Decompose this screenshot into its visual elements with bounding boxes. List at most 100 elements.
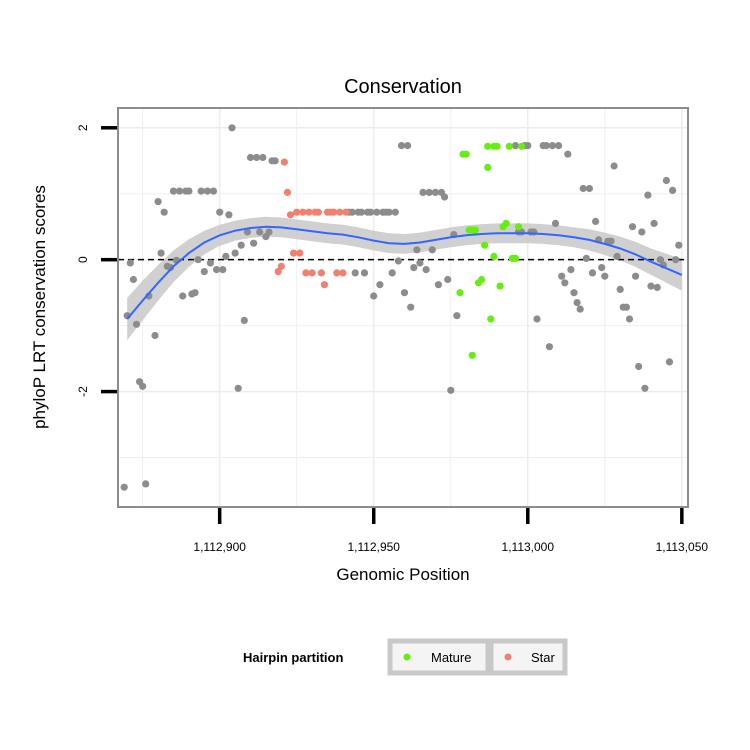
plot-panel-border — [117, 107, 689, 508]
data-point-other — [410, 264, 418, 272]
data-point-other — [126, 259, 134, 267]
data-point-other — [228, 124, 236, 132]
data-point-other — [582, 254, 590, 262]
data-point-star — [305, 208, 313, 216]
data-point-other — [669, 186, 677, 194]
legend-label-mature: Mature — [431, 650, 471, 665]
data-point-other — [650, 219, 658, 227]
data-point-other — [271, 157, 279, 165]
data-point-other — [675, 241, 683, 249]
data-point-other — [385, 208, 393, 216]
data-point-mature — [462, 150, 470, 158]
data-point-other — [425, 188, 433, 196]
data-point-other — [185, 187, 193, 195]
data-point-mature — [484, 142, 492, 150]
data-point-other — [367, 208, 375, 216]
data-point-star — [277, 262, 285, 270]
data-point-other — [166, 264, 174, 272]
data-point-other — [419, 188, 427, 196]
data-point-other — [434, 281, 442, 289]
data-point-other — [632, 272, 640, 280]
data-point-other — [564, 150, 572, 158]
data-point-other — [234, 384, 242, 392]
data-point-other — [588, 269, 597, 277]
data-point-mature — [487, 315, 495, 323]
data-point-other — [142, 480, 150, 488]
x-tick-label: 1,113,050 — [656, 540, 709, 554]
data-point-other — [404, 142, 412, 150]
data-point-mature — [456, 289, 464, 297]
data-point-other — [533, 315, 541, 323]
data-point-star — [330, 208, 338, 216]
data-point-other — [561, 279, 569, 287]
chart-title: Conservation — [344, 76, 462, 98]
data-point-mature — [505, 142, 513, 150]
data-point-star — [302, 269, 310, 277]
data-point-other — [672, 256, 680, 264]
data-point-other — [250, 239, 258, 247]
data-point-star — [280, 158, 288, 166]
data-point-other — [567, 266, 575, 274]
data-point-other — [388, 269, 396, 277]
data-point-other — [585, 184, 594, 193]
data-point-other — [610, 162, 618, 170]
data-point-other — [511, 142, 520, 150]
data-point-other — [157, 249, 165, 257]
data-point-other — [441, 193, 449, 201]
data-point-other — [551, 219, 560, 227]
data-point-other — [160, 208, 168, 216]
data-point-other — [200, 268, 208, 276]
data-point-other — [428, 246, 436, 254]
y-tick-label: 0 — [76, 256, 90, 263]
data-point-star — [290, 249, 298, 257]
data-point-other — [120, 483, 128, 491]
data-point-other — [237, 241, 245, 249]
points-layer — [120, 124, 683, 491]
data-point-other — [129, 275, 137, 284]
data-point-other — [422, 266, 430, 274]
data-point-star — [299, 208, 307, 216]
data-point-other — [413, 246, 421, 254]
data-point-star — [314, 208, 322, 216]
data-point-other — [240, 316, 248, 324]
x-tick-label: 1,112,950 — [347, 540, 400, 554]
legend-title: Hairpin partition — [243, 650, 343, 665]
data-point-star — [336, 208, 344, 216]
confidence-band-layer — [127, 216, 682, 341]
data-point-other — [394, 257, 402, 265]
data-point-other — [592, 217, 600, 225]
data-point-other — [555, 142, 563, 150]
data-point-other — [209, 187, 218, 195]
data-point-other — [548, 142, 557, 150]
data-point-other — [194, 256, 202, 264]
loess-line — [126, 225, 683, 320]
data-point-other — [376, 281, 384, 289]
axes: -2 0 2 1,112,900 1,112,950 1,113,000 1,113,050 — [76, 124, 708, 554]
data-point-other — [635, 362, 643, 371]
data-point-star — [296, 249, 304, 257]
y-tick-label: 2 — [76, 124, 90, 131]
data-point-other — [573, 299, 581, 307]
data-point-other — [169, 187, 178, 195]
confidence-band — [127, 216, 682, 341]
data-point-star — [342, 208, 350, 216]
data-point-other — [391, 208, 399, 216]
data-point-other — [542, 142, 550, 150]
data-point-other — [203, 187, 211, 195]
data-point-other — [360, 269, 369, 277]
data-point-other — [139, 382, 147, 390]
data-point-other — [453, 312, 461, 320]
data-point-other — [579, 184, 587, 193]
data-point-star — [286, 211, 295, 219]
data-point-other — [132, 320, 141, 328]
legend-key-star — [488, 638, 568, 676]
y-tick-label: -2 — [76, 386, 90, 397]
data-point-other — [647, 282, 655, 290]
data-point-other — [598, 264, 606, 272]
data-point-other — [431, 188, 439, 196]
data-point-star — [333, 269, 341, 277]
data-point-other — [653, 283, 661, 291]
data-point-other — [231, 249, 239, 257]
data-point-mature — [493, 142, 501, 150]
